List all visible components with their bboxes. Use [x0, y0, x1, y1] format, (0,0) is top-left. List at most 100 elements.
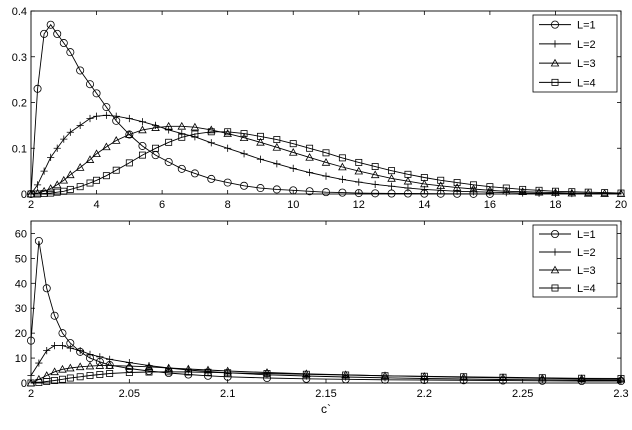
data-point — [583, 188, 593, 197]
data-point — [387, 189, 396, 198]
series-line — [30, 345, 622, 381]
data-point — [138, 141, 147, 150]
data-point — [46, 20, 55, 29]
data-point — [354, 166, 364, 175]
data-point — [371, 163, 379, 171]
data-point — [42, 284, 51, 293]
data-point — [86, 350, 94, 358]
data-point — [502, 184, 510, 192]
data-point — [112, 166, 120, 174]
data-point — [190, 169, 199, 178]
data-point — [256, 132, 264, 140]
data-point — [66, 363, 75, 372]
data-point — [262, 368, 272, 376]
data-point — [191, 130, 199, 138]
x-tick-label: 2.1 — [220, 388, 235, 400]
x-tick-label: 2.25 — [512, 388, 533, 400]
data-point — [387, 182, 396, 190]
data-point — [207, 139, 215, 147]
data-point — [224, 369, 232, 377]
series-line — [30, 125, 621, 195]
data-point — [289, 140, 297, 148]
data-point — [93, 176, 101, 184]
data-point — [106, 370, 114, 377]
data-point — [322, 172, 330, 180]
x-tick-label: 6 — [159, 199, 165, 211]
data-point — [53, 29, 62, 38]
data-point — [453, 179, 461, 187]
data-point — [138, 151, 146, 159]
legend-marker — [550, 265, 560, 274]
data-point — [40, 29, 49, 38]
data-point — [76, 183, 84, 191]
data-point — [289, 164, 297, 172]
data-point — [617, 189, 625, 197]
data-point — [96, 353, 104, 361]
data-point — [35, 359, 43, 367]
data-point — [322, 149, 330, 157]
data-point — [437, 186, 445, 194]
data-point — [387, 174, 396, 182]
data-point — [75, 362, 85, 371]
data-point — [420, 372, 428, 380]
legend-label: L=3 — [577, 58, 596, 70]
data-point — [321, 158, 331, 166]
data-point — [46, 184, 55, 192]
data-point — [85, 155, 95, 163]
data-point — [66, 48, 75, 57]
data-point — [341, 370, 350, 379]
data-point — [239, 133, 249, 142]
data-point — [305, 187, 314, 196]
data-point — [75, 163, 85, 171]
data-point — [452, 183, 462, 191]
data-point — [338, 154, 346, 162]
data-point — [306, 168, 314, 177]
data-point — [96, 371, 104, 378]
data-point — [92, 112, 101, 120]
data-point — [240, 130, 248, 138]
legend-label: L=4 — [577, 77, 596, 89]
data-point — [534, 187, 544, 196]
data-point — [85, 361, 95, 370]
legend-marker — [551, 229, 560, 238]
x-tick-label: 10 — [287, 199, 299, 211]
data-point — [144, 362, 154, 371]
data-point — [43, 347, 51, 355]
data-point — [164, 363, 173, 372]
x-tick-label: 8 — [225, 199, 231, 211]
legend-box — [532, 14, 618, 93]
x-tick-label: 20 — [615, 199, 627, 211]
data-point — [47, 189, 55, 197]
data-point — [178, 130, 186, 138]
data-point — [105, 361, 114, 369]
y-tick-label: 40 — [15, 278, 27, 290]
x-tick-label: 2 — [28, 199, 34, 211]
legend-label: L=2 — [577, 39, 596, 51]
data-point — [224, 144, 232, 152]
y-tick-label: 20 — [15, 328, 27, 340]
data-point — [470, 181, 477, 189]
data-point — [519, 185, 527, 193]
y-tick-label: 0.2 — [12, 98, 27, 110]
data-point — [51, 377, 59, 384]
y-tick-label: 10 — [15, 353, 27, 365]
data-point — [76, 373, 84, 381]
data-point — [263, 370, 271, 377]
data-point — [125, 361, 134, 370]
data-point — [453, 187, 461, 195]
data-point — [66, 128, 74, 136]
data-point — [58, 342, 67, 350]
data-point — [321, 188, 330, 197]
data-point — [338, 175, 346, 183]
chart-panel-1: 2 4 6 8 10 12 14 16 18 2000.10.20.30.4L=1L=2L=3L=… — [12, 6, 627, 211]
x-tick-label: 16 — [484, 199, 496, 211]
data-point — [404, 184, 412, 192]
data-point — [33, 84, 42, 93]
legend-label: L=4 — [577, 283, 596, 295]
y-tick-label: 60 — [15, 228, 27, 240]
data-point — [86, 80, 95, 89]
legend-label: L=1 — [577, 20, 596, 32]
data-point — [33, 181, 42, 189]
data-point — [102, 172, 110, 180]
data-point — [381, 374, 389, 382]
